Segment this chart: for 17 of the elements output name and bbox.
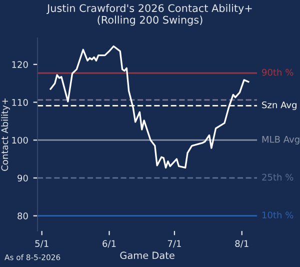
chart-title: Justin Crawford's 2026 Contact Ability+ (Rolling 200 Swings) [46, 4, 252, 26]
ref-line-label: 10th % [262, 211, 294, 218]
ref-line-label: 25th % [262, 174, 294, 181]
x-tick-label: 6/1 [102, 240, 116, 248]
x-tick-label: 7/1 [168, 240, 181, 248]
y-tick-label: 90 [18, 174, 28, 182]
x-tick-label: 5/1 [35, 240, 48, 248]
y-tick-label: 100 [12, 136, 28, 144]
ref-line-label: 90th % [262, 68, 294, 76]
y-tick-label: 80 [18, 212, 28, 220]
x-tick-label: 8/1 [235, 240, 248, 248]
x-axis-title: Game Date [120, 252, 174, 260]
y-tick-label: 120 [12, 61, 28, 68]
y-axis-title: Contact Ability+ [1, 98, 10, 171]
y-tick-label: 110 [12, 98, 28, 106]
ref-line-label: Szn Avg [262, 101, 296, 110]
ref-line-label: MLB Avg [262, 136, 300, 144]
